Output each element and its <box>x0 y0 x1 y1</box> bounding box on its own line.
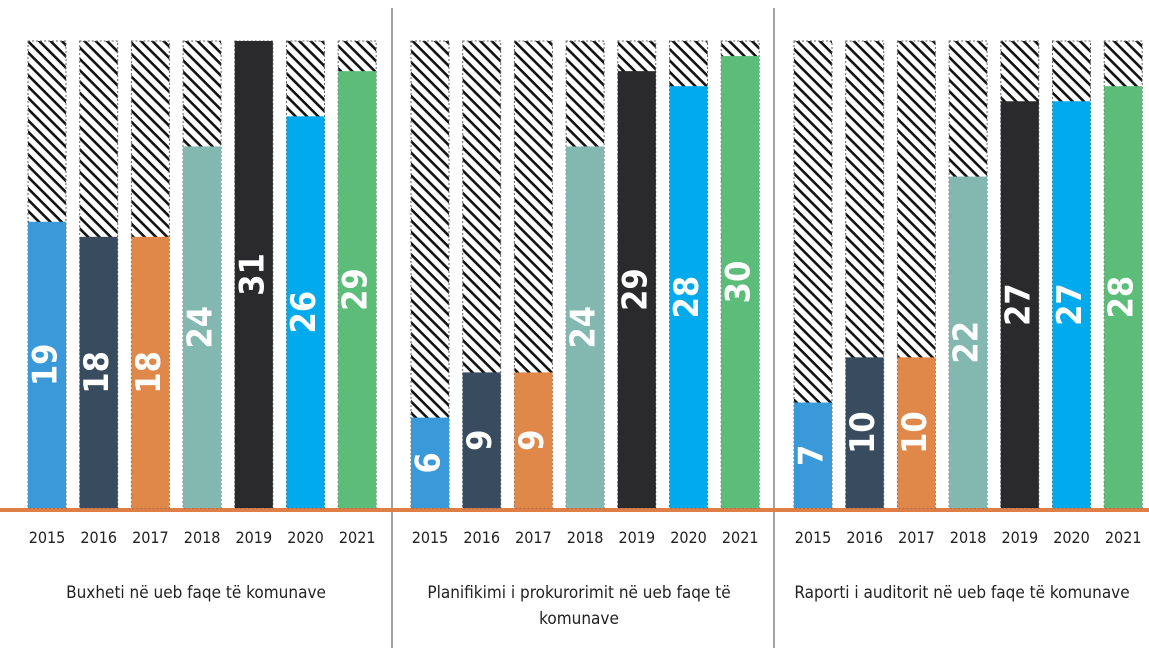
value-label: 26 <box>284 291 324 334</box>
bar <box>338 71 377 509</box>
value-label: 22 <box>947 321 987 364</box>
x-tick-label: 2020 <box>1053 528 1090 547</box>
bar <box>1000 101 1039 509</box>
bar <box>234 41 273 508</box>
value-label: 29 <box>336 268 376 311</box>
value-label: 6 <box>409 452 449 473</box>
value-label: 18 <box>77 351 117 394</box>
x-tick-label: 2017 <box>515 528 552 547</box>
x-tick-label: 2019 <box>235 528 272 547</box>
x-tick-label: 2015 <box>29 528 66 547</box>
x-tick-label: 2018 <box>184 528 221 547</box>
value-label: 27 <box>1050 283 1090 326</box>
x-tick-label: 2018 <box>567 528 604 547</box>
bar <box>721 56 760 509</box>
value-label: 7 <box>792 445 832 466</box>
chart-title: Raporti i auditorit në ueb faqe të komun… <box>794 583 1130 603</box>
bar <box>845 357 884 508</box>
value-label: 29 <box>615 268 655 311</box>
bar <box>462 372 501 508</box>
value-label: 28 <box>667 276 707 319</box>
x-tick-label: 2017 <box>132 528 169 547</box>
value-label: 31 <box>232 253 272 296</box>
x-tick-label: 2015 <box>795 528 832 547</box>
x-tick-label: 2019 <box>618 528 655 547</box>
bar <box>566 146 605 509</box>
bar <box>669 86 708 509</box>
value-label: 9 <box>460 430 500 451</box>
value-label: 18 <box>129 351 169 394</box>
value-label: 27 <box>998 283 1038 326</box>
bar <box>897 357 936 508</box>
x-tick-label: 2021 <box>1105 528 1142 547</box>
x-tick-label: 2016 <box>846 528 883 547</box>
x-tick-label: 2020 <box>670 528 707 547</box>
bar <box>28 221 66 508</box>
x-tick-label: 2020 <box>287 528 324 547</box>
bar <box>1104 86 1143 509</box>
value-label: 24 <box>181 306 221 349</box>
x-tick-label: 2021 <box>722 528 759 547</box>
baseline <box>0 508 1149 512</box>
value-label: 9 <box>512 430 552 451</box>
value-label: 28 <box>1102 276 1142 319</box>
bar <box>411 417 449 508</box>
bar <box>617 71 656 509</box>
value-label: 19 <box>26 344 66 387</box>
chart-title: Buxheti në ueb faqe të komunave <box>66 583 326 603</box>
bar <box>183 146 222 509</box>
chart-title: Planifikimi i prokurorimit në ueb faqe t… <box>427 583 731 629</box>
value-label: 30 <box>719 261 759 304</box>
x-tick-label: 2018 <box>950 528 987 547</box>
bar <box>286 116 325 509</box>
value-label: 10 <box>843 411 883 454</box>
bar <box>949 176 988 509</box>
bar <box>514 372 553 508</box>
x-tick-label: 2016 <box>463 528 500 547</box>
bar <box>1052 101 1091 509</box>
x-tick-label: 2015 <box>412 528 449 547</box>
x-tick-label: 2021 <box>339 528 376 547</box>
value-label: 10 <box>895 411 935 454</box>
bar <box>79 236 118 508</box>
bar <box>131 236 170 508</box>
x-tick-label: 2016 <box>80 528 117 547</box>
bar <box>794 402 832 508</box>
x-tick-label: 2019 <box>1001 528 1038 547</box>
value-label: 24 <box>564 306 604 349</box>
x-tick-label: 2017 <box>898 528 935 547</box>
